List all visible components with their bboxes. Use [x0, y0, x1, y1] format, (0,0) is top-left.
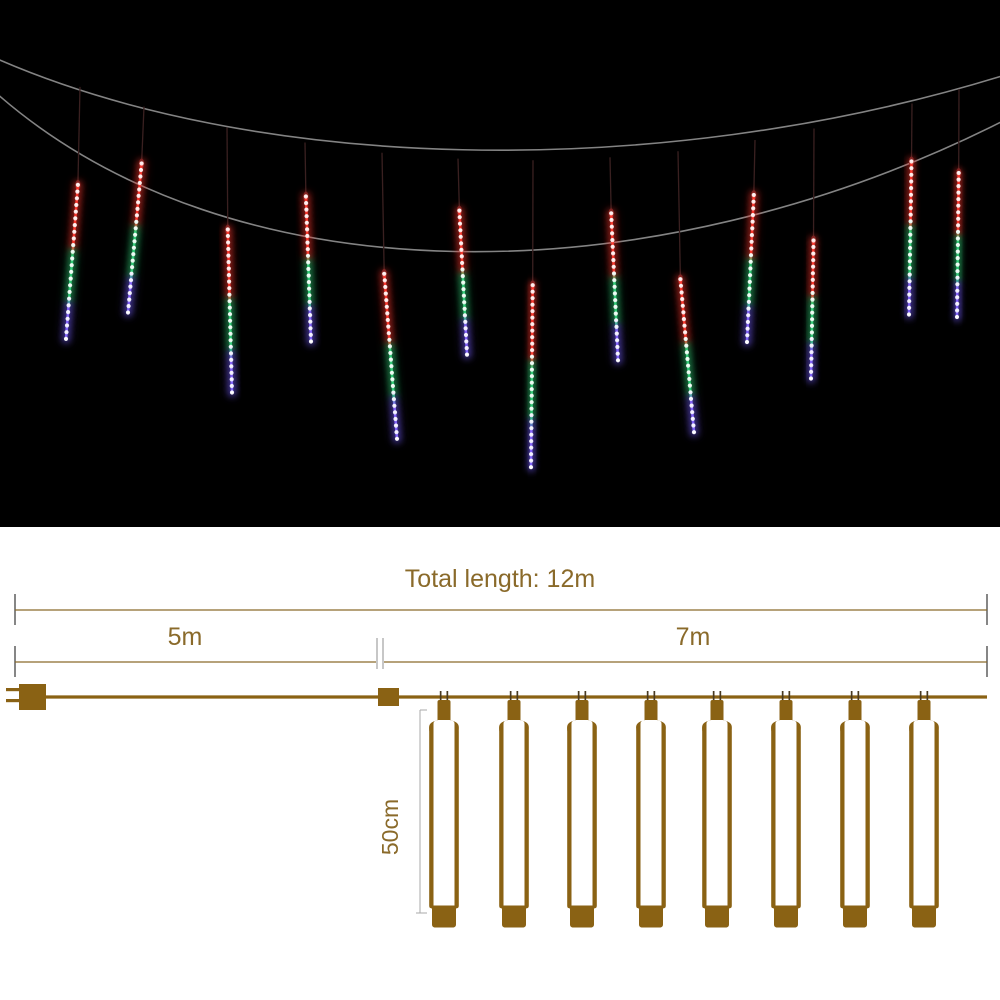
svg-text:50cm: 50cm: [377, 799, 403, 855]
svg-text:Total length: 12m: Total length: 12m: [405, 565, 595, 593]
svg-text:7m: 7m: [676, 623, 711, 651]
svg-text:5m: 5m: [168, 623, 203, 651]
